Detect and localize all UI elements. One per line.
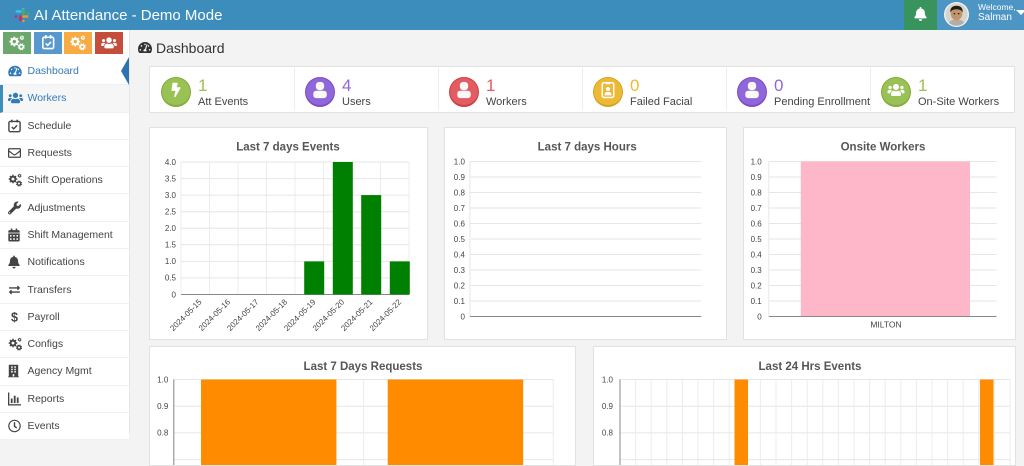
svg-text:0: 0 (757, 312, 762, 321)
svg-text:0.4: 0.4 (751, 250, 763, 259)
svg-text:$: $ (11, 310, 18, 323)
svg-text:4.0: 4.0 (165, 158, 177, 167)
svg-text:0.6: 0.6 (454, 219, 466, 228)
svg-text:1.0: 1.0 (157, 375, 169, 384)
svg-text:0.7: 0.7 (454, 204, 466, 213)
svg-text:0.8: 0.8 (602, 429, 614, 438)
svg-text:0.8: 0.8 (751, 188, 763, 197)
svg-text:Onsite Workers: Onsite Workers (841, 142, 926, 154)
svg-text:2.5: 2.5 (165, 208, 177, 217)
svg-text:0.9: 0.9 (751, 173, 763, 182)
svg-text:1.0: 1.0 (751, 157, 763, 166)
svg-text:0: 0 (172, 290, 177, 299)
svg-text:0.9: 0.9 (454, 173, 466, 182)
svg-text:0.6: 0.6 (751, 219, 763, 228)
svg-text:0.7: 0.7 (751, 204, 763, 213)
svg-text:0.8: 0.8 (157, 429, 169, 438)
svg-text:3.0: 3.0 (165, 191, 177, 200)
svg-text:0.5: 0.5 (165, 274, 177, 283)
svg-text:0.3: 0.3 (751, 266, 763, 275)
svg-text:0.8: 0.8 (454, 188, 466, 197)
svg-text:0: 0 (460, 312, 465, 321)
svg-text:0.9: 0.9 (602, 402, 614, 411)
svg-text:2024-05-22: 2024-05-22 (368, 297, 404, 333)
svg-text:0.2: 0.2 (454, 281, 466, 290)
svg-text:0.4: 0.4 (454, 250, 466, 259)
svg-text:1.0: 1.0 (602, 375, 614, 384)
svg-text:Last 7 Days Requests: Last 7 Days Requests (304, 361, 423, 373)
svg-text:0.1: 0.1 (751, 297, 763, 306)
svg-text:0.2: 0.2 (751, 281, 763, 290)
svg-text:0.5: 0.5 (454, 235, 466, 244)
svg-text:MILTON: MILTON (870, 320, 901, 330)
svg-text:2.0: 2.0 (165, 224, 177, 233)
svg-text:Last 7 days Events: Last 7 days Events (236, 142, 340, 154)
svg-text:1.0: 1.0 (454, 157, 466, 166)
svg-text:1.5: 1.5 (165, 241, 177, 250)
svg-text:0.1: 0.1 (454, 297, 466, 306)
svg-text:0.3: 0.3 (454, 266, 466, 275)
svg-text:Last 24 Hrs Events: Last 24 Hrs Events (759, 361, 862, 373)
svg-text:0.5: 0.5 (751, 235, 763, 244)
svg-text:3.5: 3.5 (165, 174, 177, 183)
svg-text:0.9: 0.9 (157, 402, 169, 411)
svg-text:Last 7 days Hours: Last 7 days Hours (538, 142, 637, 154)
svg-text:1.0: 1.0 (165, 257, 177, 266)
